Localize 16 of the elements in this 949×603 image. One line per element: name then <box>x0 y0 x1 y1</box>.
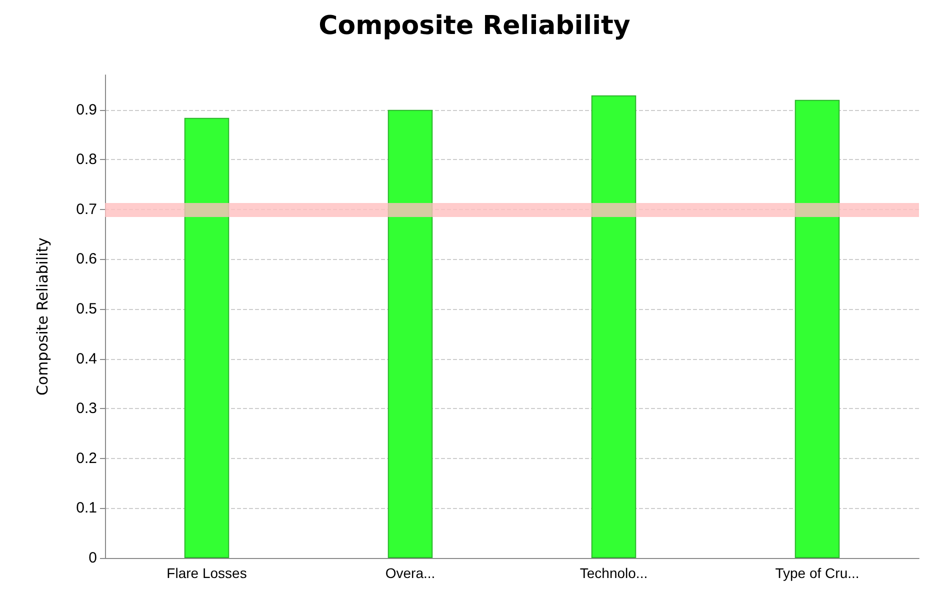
y-tick-label: 0 <box>88 550 97 566</box>
y-tick-label: 0.3 <box>76 400 97 418</box>
chart-title: Composite Reliability <box>318 11 630 41</box>
y-tick-label: 0.6 <box>76 250 97 268</box>
x-tick-label: Overa... <box>385 565 436 581</box>
y-tick-label: 0.8 <box>76 151 97 168</box>
y-tick-label: 0.1 <box>76 500 97 517</box>
y-axis-title: Composite Reliability <box>34 237 52 396</box>
y-tick-label: 0.9 <box>76 101 97 118</box>
x-tick-label: Type of Cru... <box>775 565 860 581</box>
x-tick-label: Technolo... <box>580 565 648 581</box>
y-tick-label: 0.4 <box>76 350 97 368</box>
x-tick-label: Flare Losses <box>166 565 247 581</box>
y-tick-label: 0.7 <box>76 200 97 218</box>
y-tick-label: 0.5 <box>76 300 97 318</box>
y-tick-label: 0.2 <box>76 450 97 467</box>
